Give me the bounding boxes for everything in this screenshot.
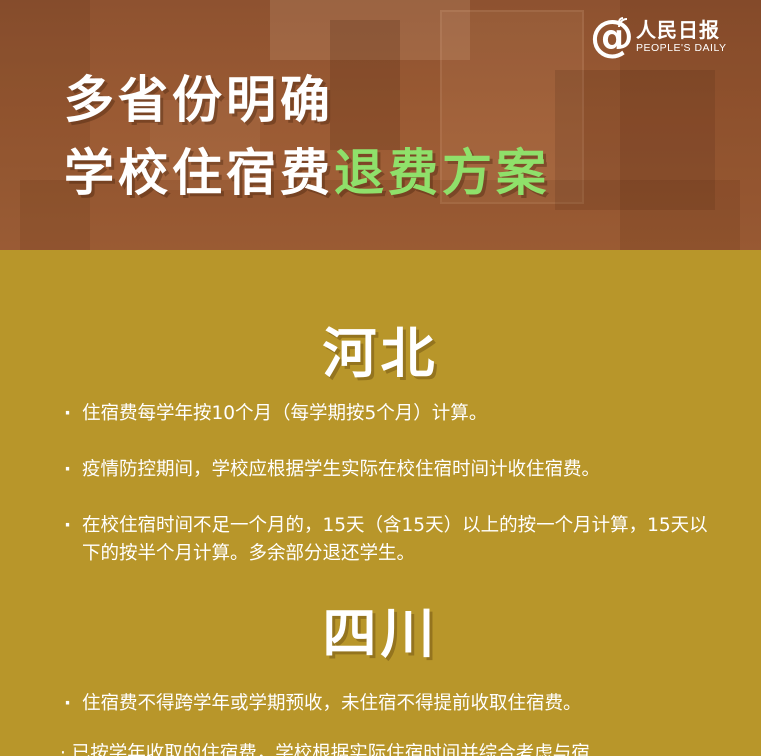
background-cabinet	[150, 100, 260, 190]
title-line2-accent: 退费方案	[334, 144, 550, 202]
sichuan-rules-list: · 住宿费不得跨学年或学期预收，未住宿不得提前收取住宿费。	[60, 690, 710, 718]
partial-list-item: · 已按学年收取的住宿费，学校根据实际住宿时间并综合考虑与宿	[60, 743, 590, 756]
logo-text: 人民日报 PEOPLE'S DAILY	[636, 19, 727, 55]
list-item: · 住宿费每学年按10个月（每学期按5个月）计算。	[64, 403, 488, 424]
signal-waves-icon	[618, 17, 628, 28]
page-title-line2: 学校住宿费退费方案	[64, 143, 550, 203]
at-symbol-icon: @	[590, 11, 634, 62]
background-desk	[555, 70, 715, 210]
background-bunk-bed	[440, 10, 584, 204]
section-title-hebei: 河北	[322, 322, 439, 385]
logo-name-en: PEOPLE'S DAILY	[636, 42, 727, 54]
logo-name-cn: 人民日报	[636, 18, 720, 42]
list-item: · 疫情防控期间，学校应根据学生实际在校住宿时间计收住宿费。	[64, 459, 601, 480]
hebei-rules-list: · 住宿费每学年按10个月（每学期按5个月）计算。 · 疫情防控期间，学校应根据学生…	[60, 400, 710, 596]
title-line2-main: 学校住宿费	[64, 144, 334, 202]
list-item: · 住宿费不得跨学年或学期预收，未住宿不得提前收取住宿费。	[64, 693, 582, 714]
background-shelf	[620, 0, 761, 250]
list-item: · 在校住宿时间不足一个月的，15天（含15天）以上的按一个月计算，15天以下的按…	[64, 515, 708, 564]
header-banner: @ 人民日报 PEOPLE'S DAILY 多省份明确 学校住宿费退费方案	[0, 0, 761, 250]
background-wall	[0, 0, 90, 250]
peoples-daily-logo: @ 人民日报 PEOPLE'S DAILY	[590, 12, 727, 62]
background-floor	[20, 180, 740, 250]
background-door	[330, 20, 400, 150]
background-window	[270, 0, 470, 60]
page-title-line1: 多省份明确	[64, 71, 334, 129]
section-title-sichuan: 四川	[322, 602, 439, 665]
